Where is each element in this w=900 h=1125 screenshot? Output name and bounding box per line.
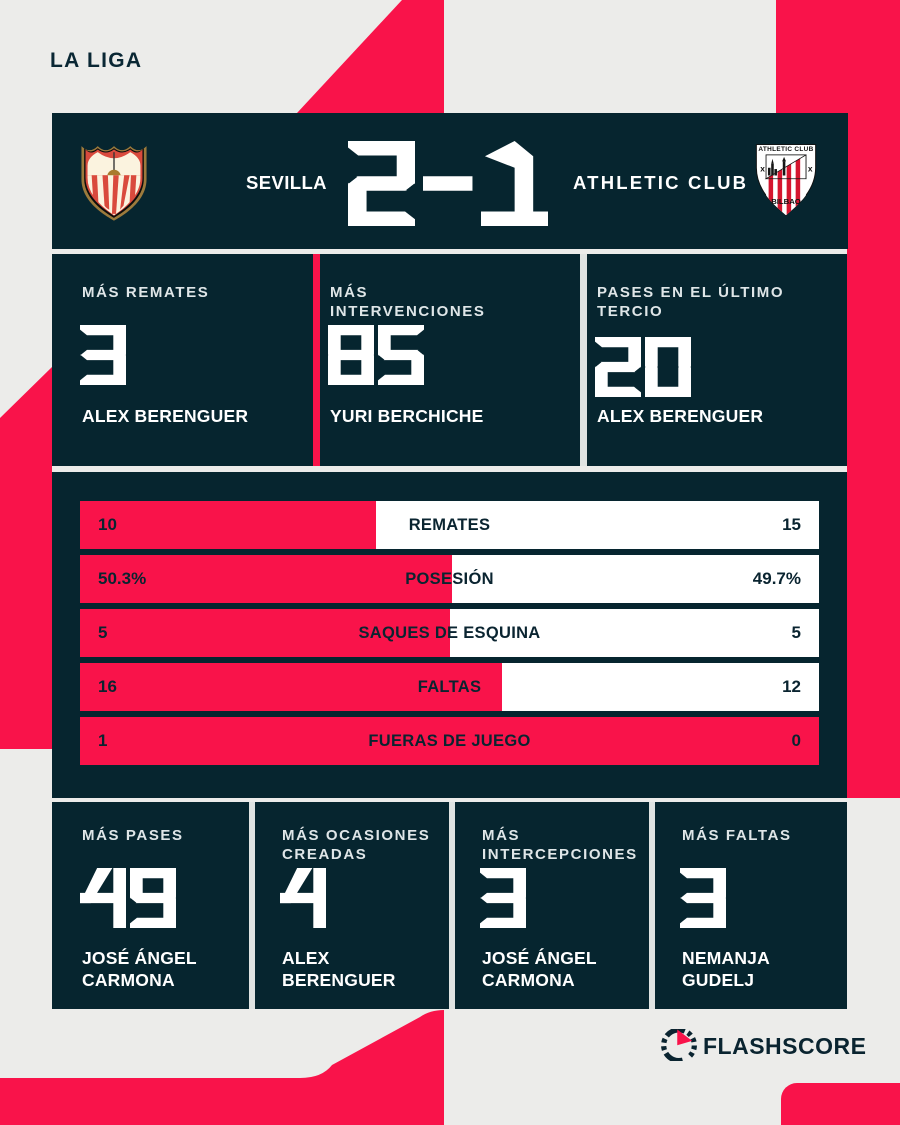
svg-text:x: x	[808, 164, 813, 174]
svg-text:BILBAO: BILBAO	[771, 197, 801, 206]
svg-text:ATHLETIC CLUB: ATHLETIC CLUB	[758, 146, 813, 153]
